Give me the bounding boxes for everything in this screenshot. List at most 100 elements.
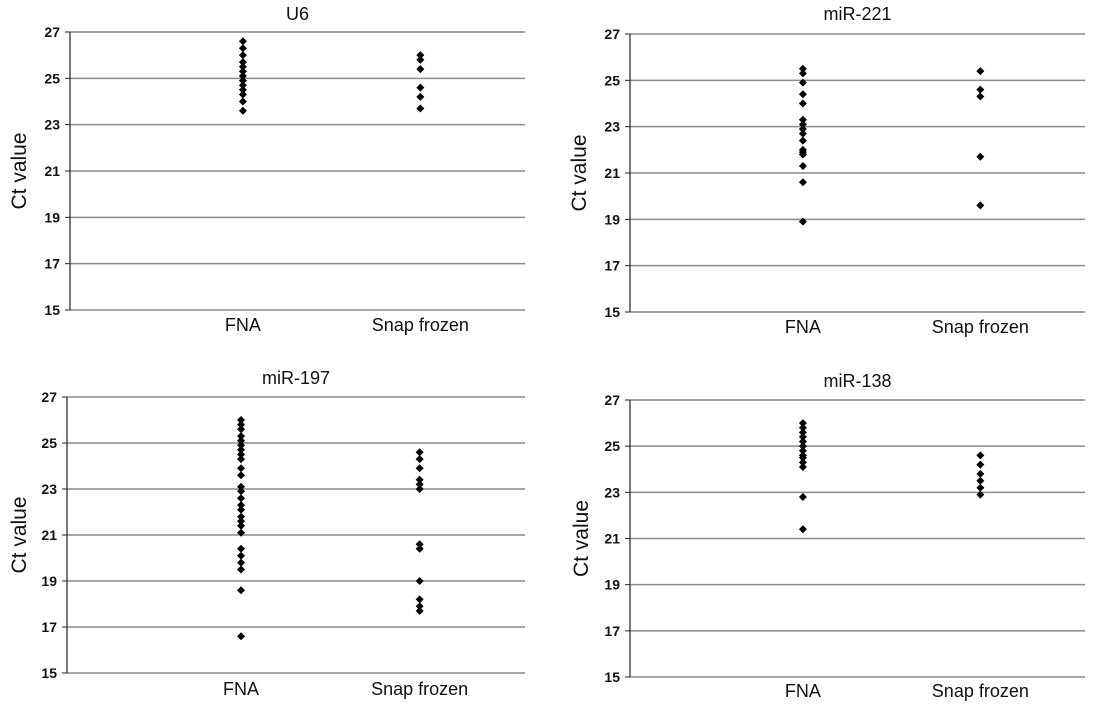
data-point [798,150,807,159]
data-point [798,136,807,145]
data-point [976,483,985,492]
chart-title: miR-197 [262,368,330,388]
y-tick-label: 19 [44,209,60,225]
data-point [416,51,425,60]
y-tick-label: 23 [604,484,620,500]
data-point [798,492,807,501]
data-point [237,632,246,641]
y-tick-label: 27 [44,24,60,40]
data-point [238,37,247,46]
data-point [237,521,246,530]
data-point [798,453,807,462]
y-tick-label: 15 [44,302,60,318]
data-point [238,72,247,81]
data-point [798,99,807,108]
y-axis-label: Ct value [568,134,591,211]
data-point [415,485,424,493]
data-point [798,419,807,428]
data-point [238,62,247,71]
data-point [798,162,807,171]
y-tick-label: 27 [604,26,620,42]
data-point [798,423,807,432]
data-point [415,455,424,464]
data-point [976,476,985,485]
data-point [238,106,247,115]
data-point [415,602,424,611]
data-point [237,565,246,574]
y-tick-label: 17 [604,623,620,639]
data-point [237,471,246,480]
data-point [976,92,985,101]
data-point [237,420,246,429]
y-axis-label: Ct value [8,496,31,573]
data-point [415,448,424,457]
chart-title: miR-221 [823,4,891,24]
data-point [798,178,807,187]
y-tick-label: 17 [44,256,60,272]
data-point [976,85,985,94]
data-point [798,442,807,451]
y-tick-label: 25 [41,435,57,451]
data-point [415,544,424,553]
data-point [976,67,985,76]
y-tick-label: 19 [604,211,620,227]
data-point [798,432,807,441]
y-tick-label: 19 [41,573,57,589]
data-point [238,97,247,106]
data-point [415,464,424,473]
data-point [416,83,425,92]
y-tick-label: 23 [604,119,620,135]
x-category-label: FNA [785,317,821,337]
data-point [237,551,246,560]
data-point [416,92,425,101]
y-tick-label: 21 [604,531,620,547]
data-point [237,432,246,441]
y-tick-label: 23 [41,481,57,497]
x-category-label: Snap frozen [932,681,1029,701]
data-point [237,586,246,595]
data-point [976,469,985,478]
data-point [237,544,246,553]
y-tick-label: 21 [44,163,60,179]
data-point [237,455,246,464]
data-point [237,450,246,459]
data-point [238,85,247,94]
data-point [415,606,424,615]
data-point [237,487,246,496]
data-point [798,217,807,226]
data-point [798,64,807,73]
x-category-label: FNA [225,315,261,335]
data-point [976,152,985,161]
data-point [237,494,246,503]
chart-panel-4: 15 17 19 21 23 25 27 miR-138 Ct value FNA Snap fro… [570,371,1085,701]
data-point [237,425,246,434]
y-tick-label: 21 [604,165,620,181]
data-point [237,505,246,514]
data-point [415,540,424,549]
data-point [237,436,246,445]
data-point [237,441,246,450]
data-point [238,76,247,85]
data-point [798,120,807,129]
data-point [415,577,424,585]
chart-panel-3: 15 17 19 21 23 25 27 miR-197 Ct value FNA Snap fro… [8,368,525,699]
data-point [237,464,246,473]
data-point [798,437,807,446]
data-point [798,446,807,455]
data-point [416,65,425,74]
data-point [237,517,246,526]
data-point [416,104,425,113]
data-point [798,78,807,87]
y-tick-label: 23 [44,117,60,133]
data-point [798,69,807,78]
data-point [237,416,246,424]
y-tick-label: 19 [604,577,620,593]
y-tick-label: 25 [604,72,620,88]
x-category-label: Snap frozen [371,679,468,699]
data-point [798,458,807,467]
data-point [415,480,424,489]
y-tick-label: 17 [604,258,620,274]
data-point [798,428,807,437]
data-point [237,482,246,491]
x-category-label: Snap frozen [372,315,469,335]
